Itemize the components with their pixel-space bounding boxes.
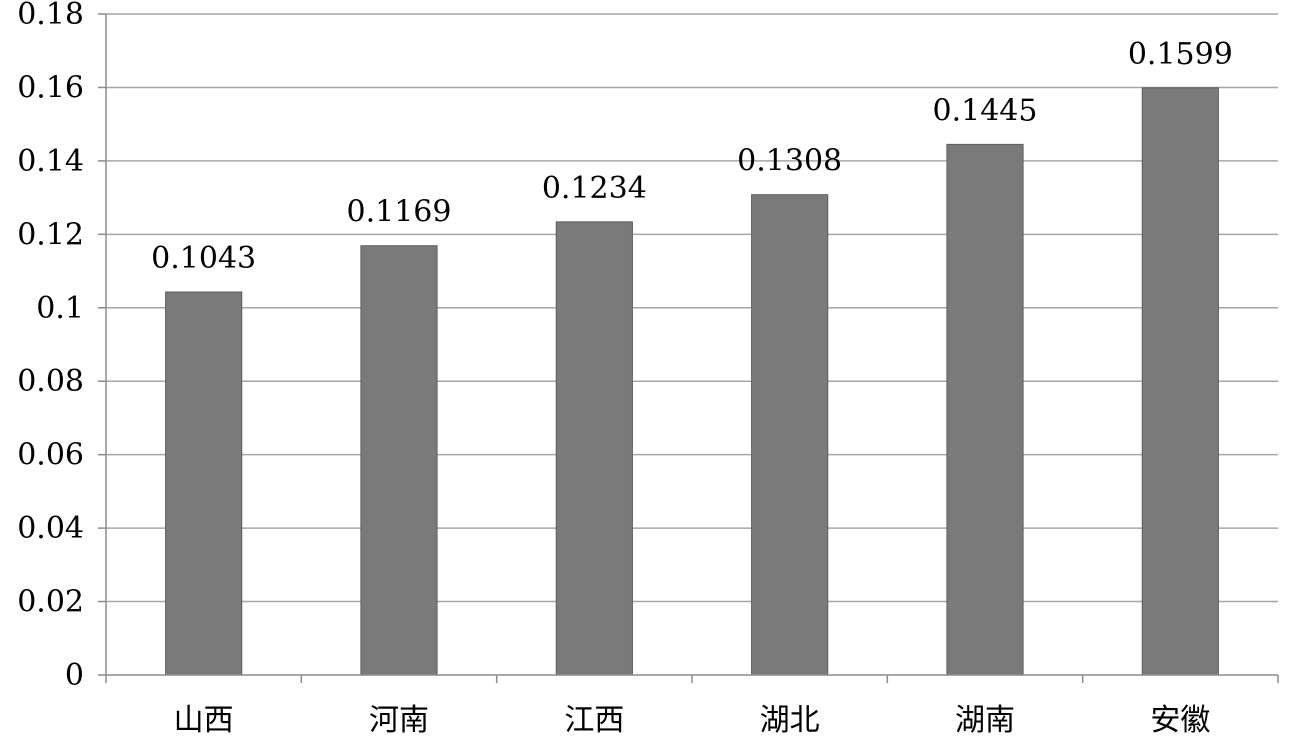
gridlines	[106, 13, 1278, 603]
data-label: 0.1234	[542, 171, 647, 206]
bar-3	[555, 221, 633, 676]
bar-6	[1141, 87, 1219, 676]
bars	[165, 87, 1219, 676]
x-axis-tick-labels: 山西 河南 江西 湖北 湖南 安徽	[174, 703, 1211, 737]
y-tick-label: 0.04	[17, 511, 84, 546]
bar-1	[165, 291, 243, 676]
y-tick-label: 0.14	[17, 144, 84, 179]
axes	[98, 13, 1279, 683]
data-label: 0.1599	[1128, 37, 1233, 72]
bar-5	[946, 143, 1024, 676]
data-labels: 0.1043 0.1169 0.1234 0.1308 0.1445 0.1599	[151, 37, 1233, 276]
data-label: 0.1169	[347, 195, 452, 230]
x-tick-label: 河南	[369, 703, 429, 737]
y-tick-label: 0.1	[36, 291, 84, 326]
data-label: 0.1308	[737, 144, 842, 179]
x-tick-label: 湖南	[955, 703, 1015, 737]
y-tick-label: 0.08	[17, 364, 84, 399]
y-tick-label: 0	[65, 658, 84, 693]
y-tick-label: 0.02	[17, 585, 84, 620]
x-tick-label: 湖北	[760, 703, 820, 737]
x-tick-label: 山西	[174, 703, 234, 737]
y-tick-label: 0.06	[17, 438, 84, 473]
x-tick-label: 安徽	[1150, 703, 1210, 737]
y-tick-label: 0.16	[17, 70, 84, 105]
x-tick-label: 江西	[564, 703, 624, 737]
y-axis-tick-labels: 0 0.02 0.04 0.06 0.08 0.1 0.12 0.14 0.16 0.18	[17, 0, 84, 693]
bar-2	[360, 245, 438, 676]
bar-4	[751, 194, 829, 676]
data-label: 0.1043	[151, 241, 256, 276]
y-tick-label: 0.18	[17, 0, 84, 32]
data-label: 0.1445	[933, 93, 1038, 128]
y-tick-label: 0.12	[17, 217, 84, 252]
